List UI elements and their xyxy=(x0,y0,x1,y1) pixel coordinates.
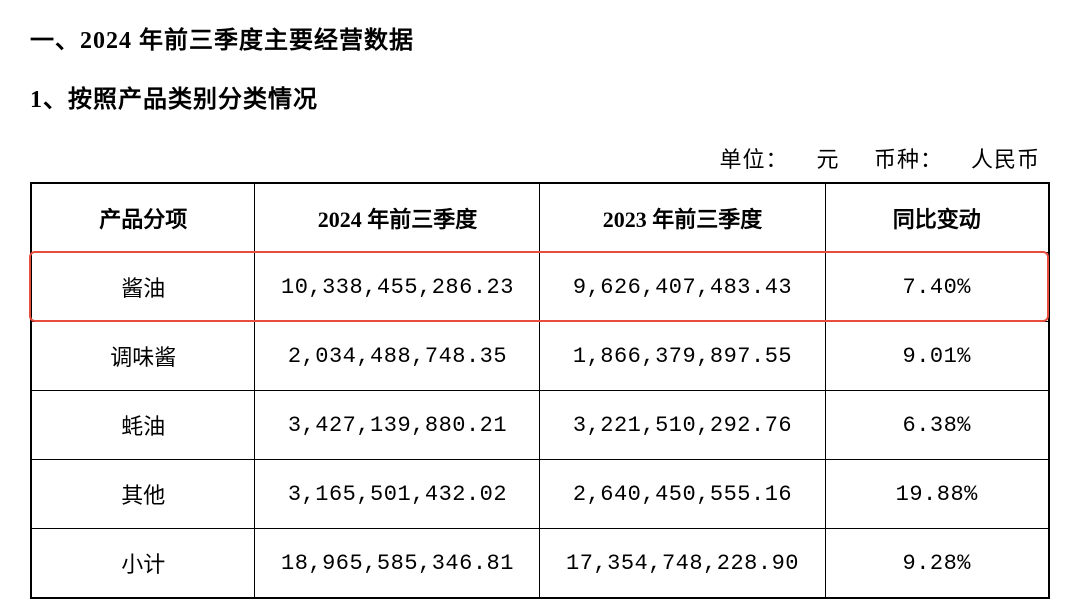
cell-product: 小计 xyxy=(31,529,255,599)
unit-currency-line: 单位： 元 币种： 人民币 xyxy=(30,142,1050,174)
cell-2024: 18,965,585,346.81 xyxy=(255,529,540,599)
col-header-product: 产品分项 xyxy=(31,183,255,253)
cell-change: 6.38% xyxy=(825,391,1049,460)
section-title: 一、2024 年前三季度主要经营数据 xyxy=(30,20,1050,55)
table-wrapper: 产品分项 2024 年前三季度 2023 年前三季度 同比变动 酱油 10,33… xyxy=(30,182,1050,599)
cell-product: 酱油 xyxy=(31,253,255,322)
cell-product: 调味酱 xyxy=(31,322,255,391)
table-row: 蚝油 3,427,139,880.21 3,221,510,292.76 6.3… xyxy=(31,391,1049,460)
cell-2024: 2,034,488,748.35 xyxy=(255,322,540,391)
cell-2024: 3,165,501,432.02 xyxy=(255,460,540,529)
col-header-change: 同比变动 xyxy=(825,183,1049,253)
cell-2023: 2,640,450,555.16 xyxy=(540,460,825,529)
cell-change: 9.28% xyxy=(825,529,1049,599)
cell-change: 19.88% xyxy=(825,460,1049,529)
table-row: 调味酱 2,034,488,748.35 1,866,379,897.55 9.… xyxy=(31,322,1049,391)
cell-2023: 1,866,379,897.55 xyxy=(540,322,825,391)
cell-2023: 3,221,510,292.76 xyxy=(540,391,825,460)
table-row: 酱油 10,338,455,286.23 9,626,407,483.43 7.… xyxy=(31,253,1049,322)
currency-value: 人民币 xyxy=(971,147,1040,172)
currency-label: 币种： xyxy=(874,147,943,172)
cell-2024: 10,338,455,286.23 xyxy=(255,253,540,322)
cell-product: 其他 xyxy=(31,460,255,529)
cell-change: 7.40% xyxy=(825,253,1049,322)
unit-value: 元 xyxy=(816,147,839,172)
cell-2024: 3,427,139,880.21 xyxy=(255,391,540,460)
cell-change: 9.01% xyxy=(825,322,1049,391)
col-header-2024: 2024 年前三季度 xyxy=(255,183,540,253)
cell-2023: 9,626,407,483.43 xyxy=(540,253,825,322)
table-row: 小计 18,965,585,346.81 17,354,748,228.90 9… xyxy=(31,529,1049,599)
cell-2023: 17,354,748,228.90 xyxy=(540,529,825,599)
col-header-2023: 2023 年前三季度 xyxy=(540,183,825,253)
cell-product: 蚝油 xyxy=(31,391,255,460)
sub-title: 1、按照产品类别分类情况 xyxy=(30,79,1050,114)
table-row: 其他 3,165,501,432.02 2,640,450,555.16 19.… xyxy=(31,460,1049,529)
product-data-table: 产品分项 2024 年前三季度 2023 年前三季度 同比变动 酱油 10,33… xyxy=(30,182,1050,599)
unit-label: 单位： xyxy=(719,147,788,172)
table-header-row: 产品分项 2024 年前三季度 2023 年前三季度 同比变动 xyxy=(31,183,1049,253)
